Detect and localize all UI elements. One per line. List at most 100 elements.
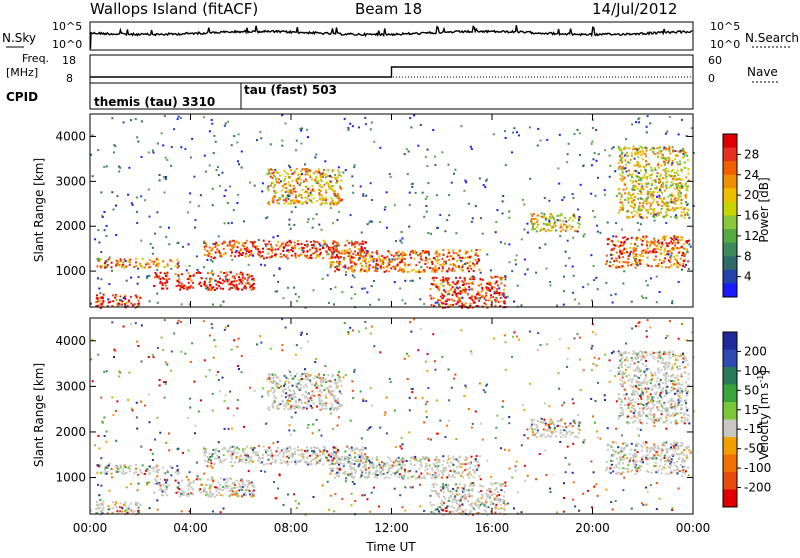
power-cell [206,250,208,252]
power-cell [402,256,404,258]
power-cell [134,303,136,305]
power-cell [508,211,510,213]
velocity-cell [310,395,312,397]
power-cell [684,162,686,164]
power-cell [298,195,300,197]
power-cell [565,230,567,232]
power-cell [570,217,572,219]
velocity-cell [408,477,410,479]
power-cell [203,266,205,268]
power-cell [627,155,629,157]
power-cell [367,250,369,252]
power-cell [288,224,290,226]
power-cell [361,246,363,248]
power-cell [495,281,497,283]
power-cell [609,261,611,263]
power-cell [660,165,662,167]
power-cell [644,166,646,168]
power-cell [349,256,351,258]
power-cell [192,287,194,289]
velocity-cell [456,489,458,491]
velocity-cell [111,473,113,475]
velocity-cell [449,511,451,513]
power-cell [334,193,336,195]
power-cell [472,276,474,278]
velocity-cell [474,509,476,511]
power-cell [256,139,258,141]
velocity-cell [436,493,438,495]
velocity-cell [274,397,276,399]
velocity-cell [322,453,324,455]
power-cell [536,218,538,220]
velocity-cell [465,456,467,458]
power-cell [428,251,430,253]
power-cell [104,229,106,231]
velocity-cell [256,451,258,453]
power-cell [320,252,322,254]
power-cell [622,261,624,263]
power-cell [625,248,627,250]
power-cell [330,288,332,290]
velocity-cell [319,394,321,396]
velocity-cell [332,405,334,407]
power-cell [307,250,309,252]
power-cell [106,266,108,268]
velocity-cell [234,494,236,496]
power-cell [671,302,673,304]
power-cell [621,156,623,158]
power-cell [678,252,680,254]
power-cell [386,256,388,258]
power-cell [386,191,388,193]
velocity-cell [429,465,431,467]
velocity-cell [424,458,426,460]
power-cell [325,189,327,191]
velocity-cell [325,378,327,380]
power-cell [515,263,517,265]
power-cell [458,259,460,261]
velocity-cell [272,458,274,460]
power-cell [166,281,168,283]
velocity-cell [233,492,235,494]
velocity-cell [378,462,380,464]
power-cell [118,171,120,173]
power-cell [135,265,137,267]
power-cell [112,294,114,296]
velocity-cell [442,472,444,474]
power-cell [244,278,246,280]
power-cell [632,189,634,191]
power-cell [624,159,626,161]
power-cell [361,232,363,234]
power-cell [670,265,672,267]
power-cell [245,255,247,257]
power-cell [446,298,448,300]
power-cell [189,275,191,277]
velocity-cell [346,446,348,448]
velocity-cell [350,457,352,459]
noise-sky-trace [90,25,692,48]
power-cell [409,254,411,256]
power-cell [531,221,533,223]
power-cell [288,165,290,167]
velocity-cell [245,462,247,464]
velocity-cell [209,456,211,458]
power-cell [541,216,543,218]
power-cell [404,262,406,264]
power-cell [485,292,487,294]
velocity-cell [311,384,313,386]
power-cell [561,199,563,201]
velocity-cell [146,468,148,470]
power-cell [659,152,661,154]
velocity-cell [278,383,280,385]
power-cell [207,272,209,274]
power-cell [352,261,354,263]
power-cell [609,165,611,167]
velocity-cell [204,452,206,454]
velocity-cell [294,375,296,377]
velocity-cell [199,488,201,490]
power-cell [555,225,557,227]
velocity-cell [243,494,245,496]
power-cell [122,261,124,263]
velocity-cell [559,420,561,422]
velocity-cell [434,472,436,474]
power-cell [268,169,270,171]
